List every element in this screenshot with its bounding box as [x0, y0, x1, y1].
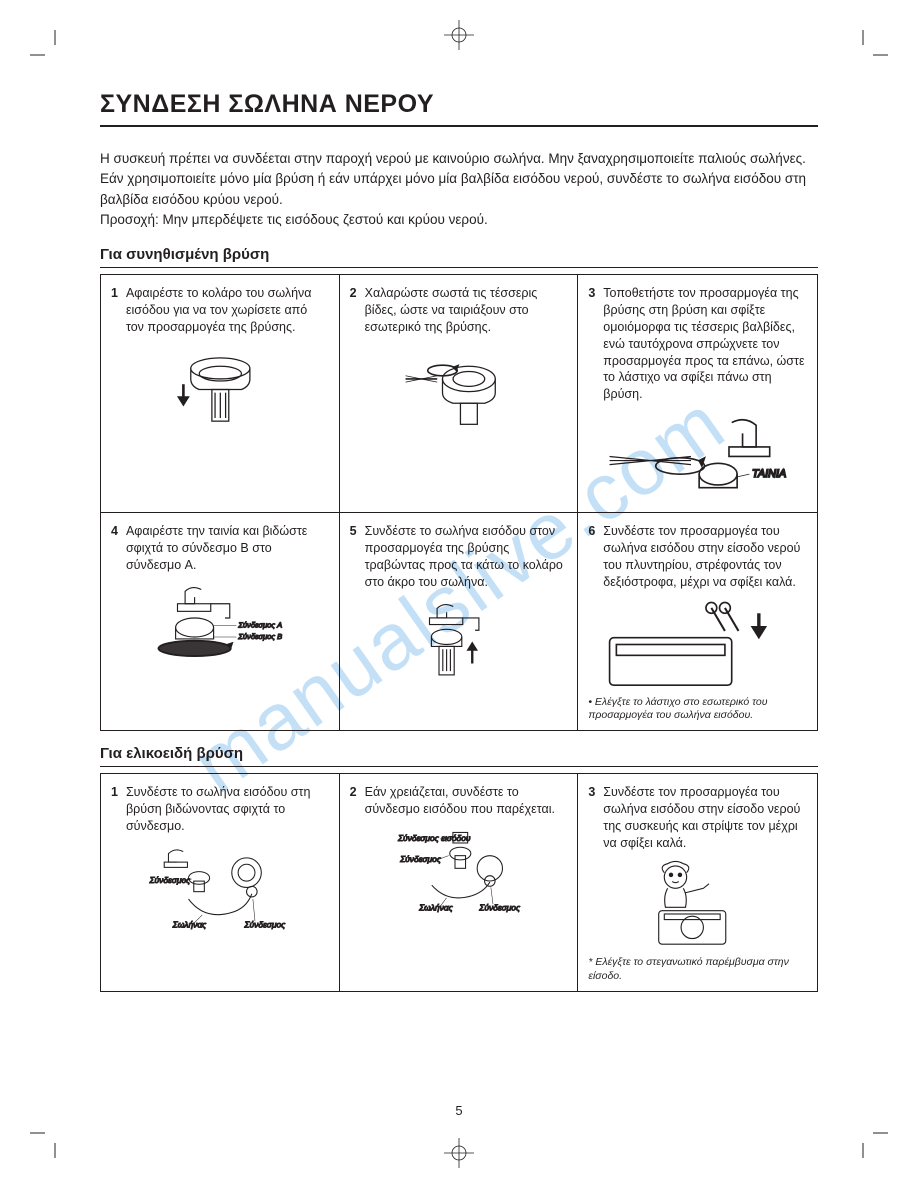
intro-block: Η συσκευή πρέπει να συνδέεται στην παροχ…: [100, 149, 818, 230]
step-cell-1-3: 3 Τοποθετήστε τον προσαρμογέα της βρύσης…: [578, 275, 817, 513]
step-illustration-2: [350, 342, 568, 437]
svg-text:ΤΑΙΝΙΑ: ΤΑΙΝΙΑ: [752, 468, 786, 480]
step-cell-2-1: 1 Συνδέστε το σωλήνα εισόδου στη βρύση β…: [101, 774, 340, 991]
step-cell-1-6: 6 Συνδέστε τον προσαρμογέα του σωλήνα ει…: [578, 513, 817, 730]
registration-mark-bottom: [444, 1138, 474, 1168]
intro-para-3: Προσοχή: Μην μπερδέψετε τις εισόδους ζεσ…: [100, 210, 818, 230]
step-num: 3: [588, 285, 595, 403]
step-num: 5: [350, 523, 357, 591]
step-cell-2-2: 2 Εάν χρειάζεται, συνδέστε το σύνδεσμο ε…: [340, 774, 579, 991]
step-note-6: Ελέγξτε το λάστιχο στο εσωτερικό του προ…: [588, 696, 807, 722]
intro-para-1: Η συσκευή πρέπει να συνδέεται στην παροχ…: [100, 149, 818, 169]
svg-text:Σωλήνας: Σωλήνας: [418, 902, 453, 912]
section1-title: Για συνηθισμένη βρύση: [100, 246, 818, 268]
page-content: ΣΥΝΔΕΣΗ ΣΩΛΗΝΑ ΝΕΡΟΥ Η συσκευή πρέπει να…: [100, 90, 818, 992]
intro-para-2: Εάν χρησιμοποιείτε μόνο μία βρύση ή εάν …: [100, 169, 818, 210]
page-title: ΣΥΝΔΕΣΗ ΣΩΛΗΝΑ ΝΕΡΟΥ: [100, 90, 818, 127]
section2-grid: 1 Συνδέστε το σωλήνα εισόδου στη βρύση β…: [100, 773, 818, 992]
step-num: 1: [111, 784, 118, 835]
step-num: 4: [111, 523, 118, 574]
crop-mark-tl: [30, 30, 80, 80]
step-text: Χαλαρώστε σωστά τις τέσσερις βίδες, ώστε…: [365, 285, 568, 336]
step-illustration-1: [111, 342, 329, 437]
step-illustration-2-2: Σύνδεσμος εισόδου Σύνδεσμος Σωλήνας Σύνδεσμ…: [350, 824, 568, 919]
registration-mark-top: [444, 20, 474, 50]
step-text: Αφαιρέστε την ταινία και βιδώστε σφιχτά …: [126, 523, 329, 574]
step-text: Συνδέστε το σωλήνα εισόδου στον προσαρμο…: [365, 523, 568, 591]
step-cell-1-1: 1 Αφαιρέστε το κολάρο του σωλήνα εισόδου…: [101, 275, 340, 513]
crop-mark-bl: [30, 1108, 80, 1158]
step-cell-2-3: 3 Συνδέστε τον προσαρμογέα του σωλήνα ει…: [578, 774, 817, 991]
svg-text:Σύνδεσμος: Σύνδεσμος: [243, 919, 286, 929]
step-text: Αφαιρέστε το κολάρο του σωλήνα εισόδου γ…: [126, 285, 329, 336]
crop-mark-br: [838, 1108, 888, 1158]
step-num: 2: [350, 784, 357, 818]
section2-title: Για ελικοειδή βρύση: [100, 745, 818, 767]
step-num: 3: [588, 784, 595, 852]
svg-text:Σύνδεσμος A: Σύνδεσμος A: [237, 620, 282, 629]
svg-text:Σύνδεσμος εισόδου: Σύνδεσμος εισόδου: [397, 833, 471, 843]
step-text: Συνδέστε το σωλήνα εισόδου στη βρύση βιδ…: [126, 784, 329, 835]
step-cell-1-5: 5 Συνδέστε το σωλήνα εισόδου στον προσαρ…: [340, 513, 579, 730]
svg-text:Σωλήνας: Σωλήνας: [171, 919, 206, 929]
step-num: 6: [588, 523, 595, 591]
crop-mark-tr: [838, 30, 888, 80]
step-text: Εάν χρειάζεται, συνδέστε το σύνδεσμο εισ…: [365, 784, 568, 818]
step-cell-1-2: 2 Χαλαρώστε σωστά τις τέσσερις βίδες, ώσ…: [340, 275, 579, 513]
step-num: 2: [350, 285, 357, 336]
step-illustration-4: Σύνδεσμος A Σύνδεσμος B: [111, 580, 329, 675]
step-note-2-3: Ελέγξτε το στεγανωτικό παρέμβυσμα στην ε…: [588, 956, 807, 982]
step-text: Συνδέστε τον προσαρμογέα του σωλήνα εισό…: [603, 784, 807, 852]
step-text: Τοποθετήστε τον προσαρμογέα της βρύσης σ…: [603, 285, 807, 403]
step-illustration-6: [588, 597, 807, 692]
step-illustration-3: ΤΑΙΝΙΑ: [588, 409, 807, 504]
svg-text:Σύνδεσμος: Σύνδεσμος: [399, 854, 442, 864]
section1-grid: 1 Αφαιρέστε το κολάρο του σωλήνα εισόδου…: [100, 274, 818, 731]
step-cell-1-4: 4 Αφαιρέστε την ταινία και βιδώστε σφιχτ…: [101, 513, 340, 730]
svg-text:Σύνδεσμος: Σύνδεσμος: [479, 902, 522, 912]
step-text: Συνδέστε τον προσαρμογέα του σωλήνα εισό…: [603, 523, 807, 591]
page-number: 5: [455, 1103, 462, 1118]
step-illustration-2-1: ΣύνδεσμοςΣωλήναςΣύνδεσμος: [111, 841, 329, 936]
svg-text:Σύνδεσμος B: Σύνδεσμος B: [237, 632, 282, 641]
step-illustration-2-3: [588, 857, 807, 952]
step-illustration-5: [350, 597, 568, 692]
step-num: 1: [111, 285, 118, 336]
